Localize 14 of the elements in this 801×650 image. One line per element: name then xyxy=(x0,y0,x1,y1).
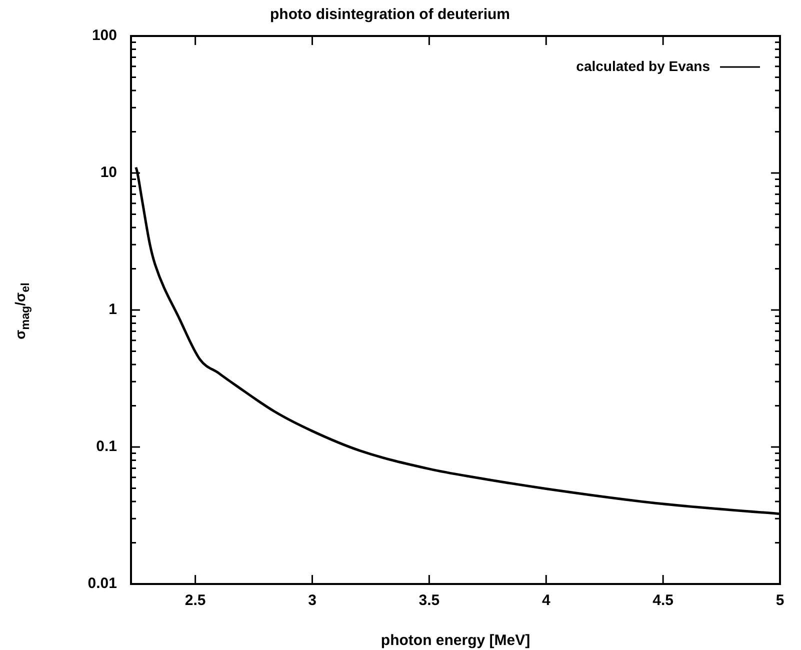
x-tick-label: 4.5 xyxy=(652,592,674,610)
y-tick-label: 0.01 xyxy=(88,575,117,592)
x-tick-label: 5 xyxy=(776,592,784,610)
x-tick-label: 4 xyxy=(542,592,551,610)
x-tick-label: 2.5 xyxy=(184,592,206,610)
chart-title: photo disintegration of deuterium xyxy=(270,6,510,24)
x-tick-label: 3 xyxy=(308,592,316,610)
y-tick-label: 100 xyxy=(92,27,117,44)
y-tick-label: 10 xyxy=(100,164,117,182)
y-tick-label: 0.1 xyxy=(96,438,117,456)
x-axis-title: photon energy [MeV] xyxy=(380,632,530,650)
legend-label: calculated by Evans xyxy=(576,58,710,74)
y-tick-label: 1 xyxy=(108,301,117,318)
x-tick-label: 3.5 xyxy=(418,592,440,610)
